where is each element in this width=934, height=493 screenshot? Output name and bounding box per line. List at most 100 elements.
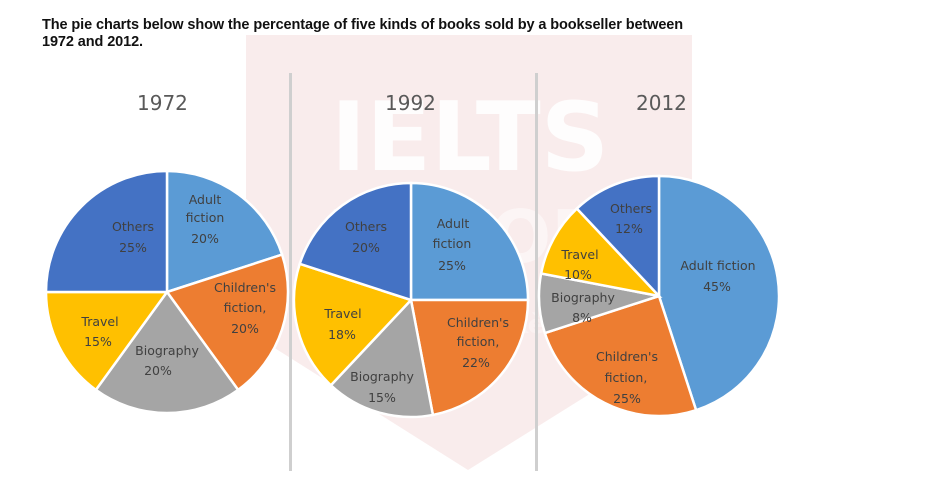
svg-text:22%: 22% [462,355,490,370]
label-1992-biography-line1: Biography [350,369,414,384]
svg-text:Children's: Children's [596,349,658,364]
watermark-text-ielts: IELTS [331,83,609,193]
label-1992-adult-line1: Adult [437,216,470,231]
svg-text:Adult fiction: Adult fiction [680,258,755,273]
svg-text:20%: 20% [352,240,380,255]
label-2012-children-value: 25% [613,391,641,406]
svg-text:Others: Others [610,201,652,216]
svg-text:fiction,: fiction, [224,300,267,315]
svg-text:fiction: fiction [433,236,472,251]
labels-1992: Adult fiction 25% Children's fiction, 22… [323,216,509,405]
label-1972-others-line1: Others [112,219,154,234]
slice-1992-biography [329,297,435,419]
label-1972-children-line1: Children's [214,280,276,295]
label-2012-travel-line1: Travel [560,247,598,262]
svg-text:Travel: Travel [80,314,118,329]
svg-text:Adult: Adult [189,192,222,207]
svg-text:Children's: Children's [447,315,509,330]
pie-chart-1992 [292,181,530,419]
svg-text:25%: 25% [119,240,147,255]
label-1972-travel-line1: Travel [80,314,118,329]
svg-text:15%: 15% [84,334,112,349]
labels-2012: Adult fiction 45% Children's fiction, 25… [551,201,755,406]
year-title-1972: 1972 [137,91,188,115]
divider-right [535,73,538,471]
svg-text:fiction,: fiction, [457,334,500,349]
svg-text:25%: 25% [613,391,641,406]
slice-1972-others [44,169,169,294]
svg-text:Others: Others [345,219,387,234]
chart-caption-line1: The pie charts below show the percentage… [42,17,684,33]
label-2012-biography-value: 8% [572,310,592,325]
chart-caption-line2: 1972 and 2012. [42,34,143,50]
svg-text:Biography: Biography [350,369,414,384]
label-2012-others-value: 12% [615,221,643,236]
label-2012-adult-line1: Adult fiction [680,258,755,273]
svg-text:25%: 25% [438,258,466,273]
label-1972-children-value: 20% [231,321,259,336]
label-1992-children-line1: Children's [447,315,509,330]
svg-text:Adult: Adult [437,216,470,231]
label-1992-adult-value: 25% [438,258,466,273]
svg-text:18%: 18% [328,327,356,342]
slice-2012-others [575,174,661,300]
svg-text:Travel: Travel [323,306,361,321]
slice-2012-childrens-fiction [543,294,698,418]
slice-1972-biography [94,289,240,415]
label-1992-others-value: 20% [352,240,380,255]
label-1972-travel-value: 15% [84,334,112,349]
svg-text:Biography: Biography [135,343,199,358]
labels-1972: Adult fiction 20% Children's fiction, 20… [80,192,276,378]
label-1992-adult-line2: fiction [433,236,472,251]
label-1992-travel-line1: Travel [323,306,361,321]
slice-1972-adult-fiction [165,169,284,294]
label-2012-adult-value: 45% [703,279,731,294]
slice-1992-others [298,181,413,302]
slice-2012-travel [539,206,663,298]
svg-text:Children's: Children's [214,280,276,295]
label-1972-adult-line1: Adult [189,192,222,207]
svg-text:10%: 10% [564,267,592,282]
label-1992-travel-value: 18% [328,327,356,342]
svg-text:20%: 20% [144,363,172,378]
label-1972-children-line2: fiction, [224,300,267,315]
label-1992-children-line2: fiction, [457,334,500,349]
label-1972-adult-line2: fiction [186,210,225,225]
label-1992-others-line1: Others [345,219,387,234]
pie-chart-1972 [44,169,290,415]
svg-text:15%: 15% [368,390,396,405]
slice-1972-childrens-fiction [164,253,290,392]
slice-1972-travel [44,290,170,392]
label-2012-others-line1: Others [610,201,652,216]
label-2012-biography-line1: Biography [551,290,615,305]
label-1972-biography-value: 20% [144,363,172,378]
label-1972-biography-line1: Biography [135,343,199,358]
slice-1992-adult-fiction [409,181,530,302]
pie-chart-2012 [537,174,781,418]
year-title-2012: 2012 [636,91,687,115]
label-1972-adult-value: 20% [191,231,219,246]
slice-1992-travel [292,262,414,388]
svg-text:20%: 20% [191,231,219,246]
label-2012-travel-value: 10% [564,267,592,282]
slice-2012-adult-fiction [657,174,781,412]
svg-text:Biography: Biography [551,290,615,305]
svg-text:Travel: Travel [560,247,598,262]
chart-caption: The pie charts below show the percentage… [42,17,802,51]
svg-text:45%: 45% [703,279,731,294]
label-2012-children-line1: Children's [596,349,658,364]
slice-1992-childrens-fiction [409,298,530,417]
svg-text:fiction: fiction [186,210,225,225]
svg-text:12%: 12% [615,221,643,236]
label-2012-children-line2: fiction, [605,370,648,385]
divider-left [289,73,292,471]
year-title-1992: 1992 [385,91,436,115]
svg-text:8%: 8% [572,310,592,325]
svg-text:20%: 20% [231,321,259,336]
label-1992-children-value: 22% [462,355,490,370]
svg-text:Others: Others [112,219,154,234]
label-1992-biography-value: 15% [368,390,396,405]
svg-text:fiction,: fiction, [605,370,648,385]
label-1972-others-value: 25% [119,240,147,255]
